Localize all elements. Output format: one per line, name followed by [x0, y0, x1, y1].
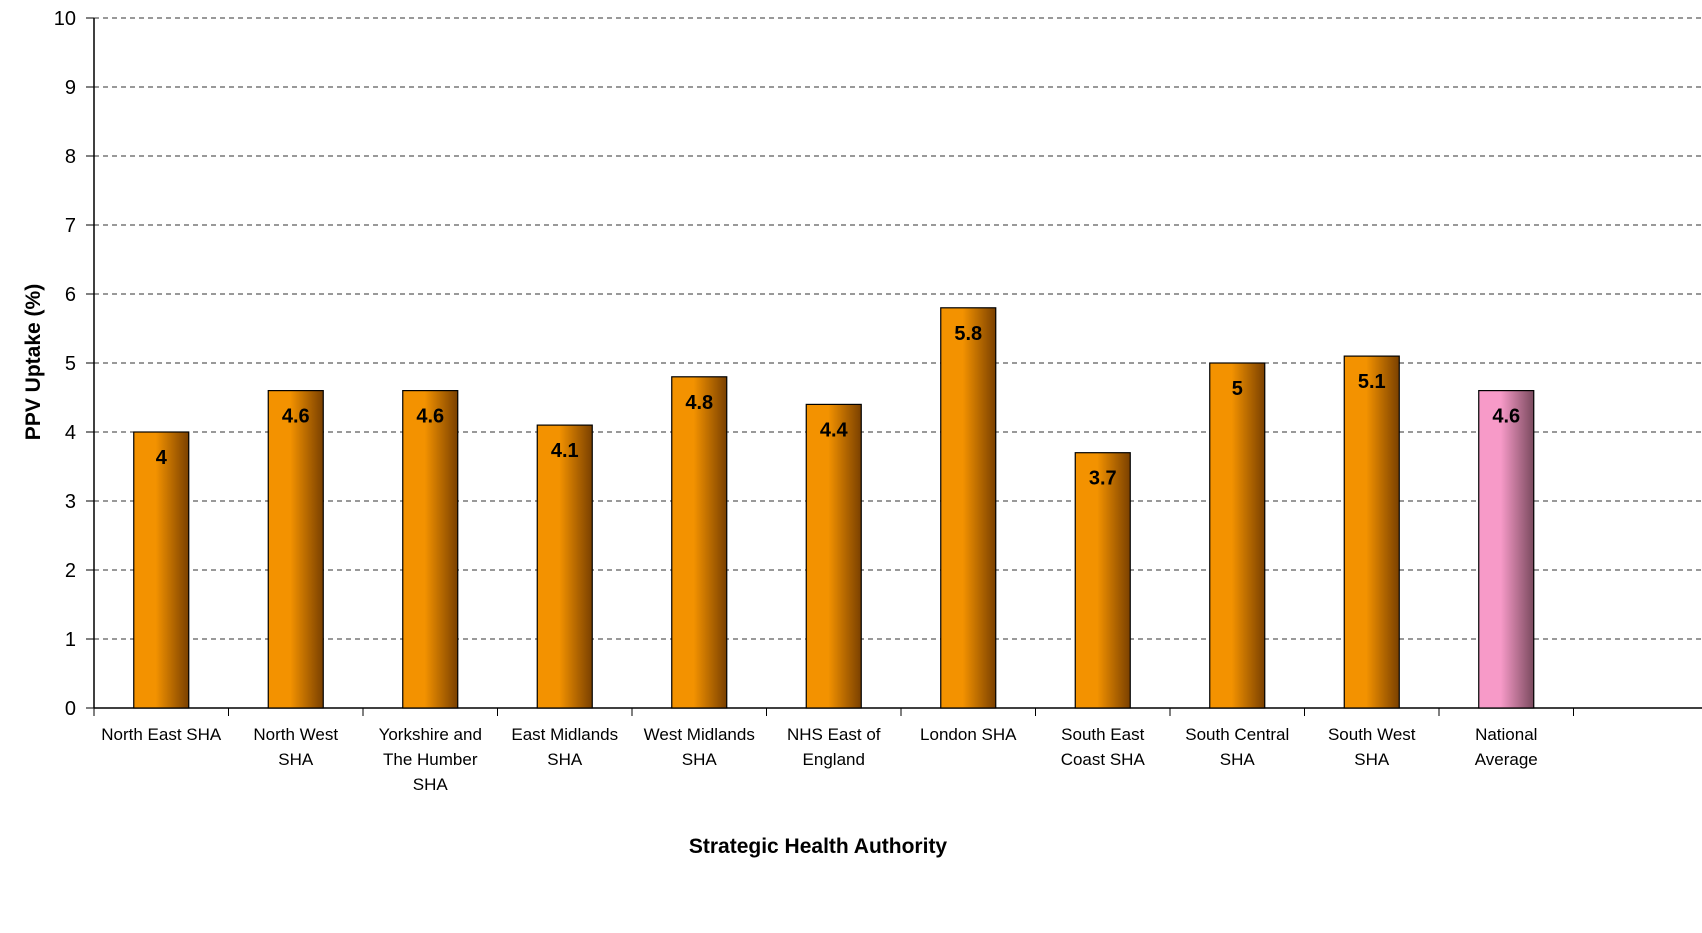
data-label: 4.6 [1492, 406, 1520, 428]
x-category-label: West Midlands [644, 725, 755, 744]
x-category-label: South East [1061, 725, 1144, 744]
data-label: 4.4 [820, 419, 849, 441]
x-category-label: SHA [1354, 750, 1390, 769]
x-category-label: England [803, 750, 865, 769]
x-category-label: SHA [682, 750, 718, 769]
x-category-label: Coast SHA [1061, 750, 1146, 769]
x-category-label: NHS East of [787, 725, 881, 744]
y-tick-label: 8 [65, 146, 76, 168]
data-label: 5 [1232, 378, 1243, 400]
bar [1074, 452, 1131, 709]
x-category-label: North East SHA [101, 725, 222, 744]
data-label: 5.8 [954, 323, 982, 345]
x-category-label: London SHA [920, 725, 1017, 744]
bar [671, 376, 728, 709]
data-label: 3.7 [1089, 468, 1117, 490]
bars [133, 307, 1535, 709]
bar [267, 390, 324, 709]
x-category-label: East Midlands [511, 725, 618, 744]
y-tick-label: 10 [54, 8, 76, 30]
x-category-label: SHA [547, 750, 583, 769]
bar [1343, 355, 1400, 709]
y-tick-label: 3 [65, 491, 76, 513]
data-label: 5.1 [1358, 371, 1386, 393]
axes [86, 17, 1702, 716]
x-category-label: SHA [413, 775, 449, 794]
data-label: 4.6 [416, 406, 444, 428]
y-tick-label: 5 [65, 353, 76, 375]
y-tick-label: 4 [65, 422, 76, 444]
x-category-label: Average [1475, 750, 1538, 769]
x-category-label: Yorkshire and [379, 725, 482, 744]
data-label: 4.1 [551, 440, 579, 462]
x-category-label: National [1475, 725, 1537, 744]
x-category-labels: North East SHA North West SHA Yorkshire and… [101, 725, 1538, 794]
y-tick-label: 2 [65, 560, 76, 582]
bar [940, 307, 997, 709]
x-category-label: The Humber [383, 750, 478, 769]
x-category-label: North West [253, 725, 338, 744]
bar [1478, 390, 1535, 709]
bar [805, 403, 862, 709]
y-tick-label: 0 [65, 698, 76, 720]
data-labels: 4 4.6 4.6 4.1 4.8 4.4 5.8 3.7 5 5.1 4.6 [156, 323, 1520, 490]
x-category-label: South West [1328, 725, 1416, 744]
bar [133, 431, 190, 709]
bar [402, 390, 459, 709]
data-label: 4 [156, 447, 168, 469]
x-category-label: SHA [1220, 750, 1256, 769]
y-tick-label: 7 [65, 215, 76, 237]
y-tick-label: 9 [65, 77, 76, 99]
y-tick-label: 6 [65, 284, 76, 306]
y-tick-label: 1 [65, 629, 76, 651]
data-label: 4.6 [282, 406, 310, 428]
x-category-label: South Central [1185, 725, 1289, 744]
y-tick-labels: 0 1 2 3 4 5 6 7 8 9 10 [54, 8, 76, 720]
data-label: 4.8 [685, 392, 713, 414]
bar [536, 424, 593, 709]
y-axis-title: PPV Uptake (%) [22, 284, 45, 440]
bar [1209, 362, 1266, 709]
x-category-label: SHA [278, 750, 314, 769]
x-axis-title: Strategic Health Authority [689, 835, 948, 858]
gridlines [94, 17, 1702, 640]
